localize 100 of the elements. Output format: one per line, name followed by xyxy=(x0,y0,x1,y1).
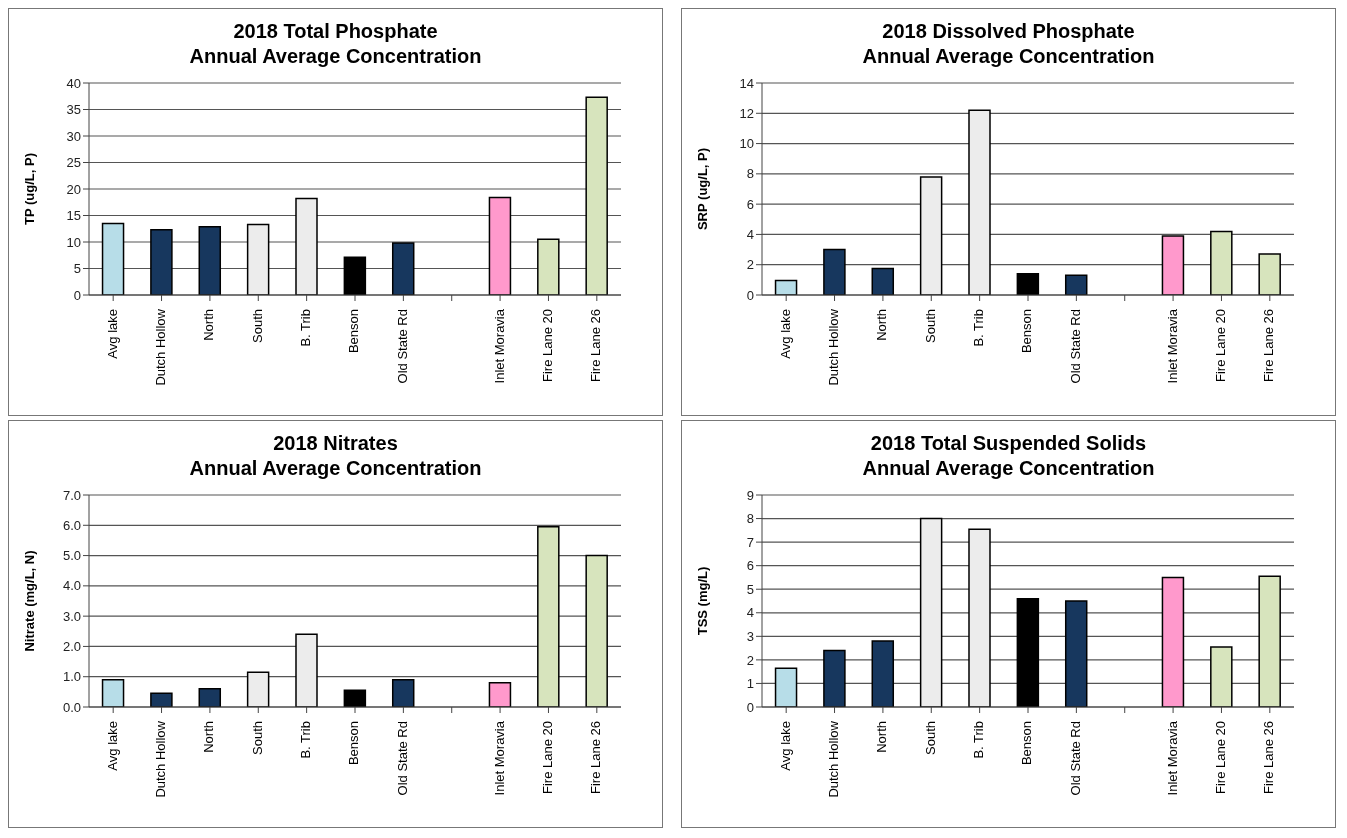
chart-title: 2018 Nitrates xyxy=(272,431,399,456)
x-tick-label: Old State Rd xyxy=(394,309,410,384)
bar xyxy=(968,109,991,295)
x-tick-label: Fire Lane 26 xyxy=(588,309,604,382)
x-tick-label: South xyxy=(249,721,265,755)
bar xyxy=(295,197,318,295)
chart-title: 2018 Dissolved Phosphate xyxy=(881,19,1136,44)
y-tick-label: 0 xyxy=(746,699,754,715)
bar xyxy=(150,229,173,295)
bar xyxy=(246,671,270,707)
y-tick-label: 0 xyxy=(746,287,754,303)
x-tick-label: B. Trib xyxy=(971,309,987,347)
x-tick-label: Avg lake xyxy=(104,721,120,771)
y-tick-label: 7.0 xyxy=(62,487,81,503)
chart-subtitle: Annual Average Concentration xyxy=(861,44,1156,69)
y-tick-label: 5 xyxy=(746,581,754,597)
bar xyxy=(919,176,943,295)
x-tick-label: Old State Rd xyxy=(1067,309,1083,384)
x-tick-label: Old State Rd xyxy=(1067,721,1083,796)
x-tick-label: Benson xyxy=(1019,721,1035,766)
x-tick-label: Inlet Moravia xyxy=(491,308,507,384)
y-tick-label: 10 xyxy=(739,136,754,152)
y-tick-label: 15 xyxy=(66,208,81,224)
y-tick-label: 35 xyxy=(66,102,81,118)
y-tick-label: 12 xyxy=(739,105,754,121)
x-tick-label: Dutch Hollow xyxy=(152,720,168,798)
x-tick-label: North xyxy=(874,721,890,753)
y-tick-label: 8 xyxy=(746,166,754,182)
bar xyxy=(391,242,415,295)
x-tick-label: North xyxy=(201,309,217,341)
y-tick-label: 0 xyxy=(73,287,81,303)
x-tick-label: Avg lake xyxy=(777,309,793,359)
x-tick-label: Fire Lane 26 xyxy=(1261,721,1277,794)
x-tick-label: North xyxy=(201,721,217,753)
x-tick-label: Fire Lane 20 xyxy=(539,721,555,794)
x-tick-label: B. Trib xyxy=(298,309,314,347)
x-tick-label: South xyxy=(922,721,938,755)
x-tick-label: Dutch Hollow xyxy=(825,720,841,798)
y-tick-label: 1.0 xyxy=(62,669,81,685)
x-tick-label: Dutch Hollow xyxy=(825,308,841,386)
bar xyxy=(774,667,798,707)
bar xyxy=(198,688,222,707)
x-tick-label: B. Trib xyxy=(971,721,987,759)
chart-title: 2018 Total Suspended Solids xyxy=(869,431,1148,456)
bar xyxy=(1210,230,1233,295)
y-tick-label: 4 xyxy=(746,227,754,243)
y-tick-label: 6 xyxy=(746,558,754,574)
bar xyxy=(871,640,895,707)
x-tick-label: Fire Lane 20 xyxy=(539,309,555,382)
y-tick-label: 20 xyxy=(66,181,81,197)
bar xyxy=(246,223,270,295)
x-tick-label: Fire Lane 26 xyxy=(588,721,604,794)
y-tick-label: 0.0 xyxy=(62,699,81,715)
x-tick-label: Benson xyxy=(346,309,362,354)
y-tick-label: 25 xyxy=(66,155,81,171)
x-tick-label: Benson xyxy=(1019,309,1035,354)
y-axis-title: Nitrate (mg/L, N) xyxy=(21,550,37,652)
y-tick-label: 10 xyxy=(66,234,81,250)
x-tick-label: Fire Lane 20 xyxy=(1212,309,1228,382)
bar xyxy=(488,196,512,295)
y-tick-label: 14 xyxy=(739,75,754,91)
y-axis-title: TSS (mg/L) xyxy=(694,566,710,636)
y-tick-label: 3 xyxy=(746,628,754,644)
bar xyxy=(343,689,367,707)
bar xyxy=(1064,274,1088,295)
bar xyxy=(774,279,798,295)
y-tick-label: 2.0 xyxy=(62,639,81,655)
bar xyxy=(823,248,846,295)
x-tick-label: Inlet Moravia xyxy=(1164,308,1180,384)
chart-subtitle: Annual Average Concentration xyxy=(188,456,483,481)
y-tick-label: 8 xyxy=(746,511,754,527)
bar xyxy=(537,526,560,707)
bar xyxy=(871,267,895,295)
x-tick-label: B. Trib xyxy=(298,721,314,759)
chart-subtitle: Annual Average Concentration xyxy=(188,44,483,69)
bar xyxy=(295,633,318,707)
bar xyxy=(1064,600,1088,707)
x-tick-label: Fire Lane 26 xyxy=(1261,309,1277,382)
bar xyxy=(198,225,222,295)
y-tick-label: 4.0 xyxy=(62,578,81,594)
chart-title: 2018 Total Phosphate xyxy=(232,19,439,44)
bar xyxy=(391,678,415,707)
x-tick-label: Dutch Hollow xyxy=(152,308,168,386)
x-tick-label: Avg lake xyxy=(777,721,793,771)
x-tick-label: South xyxy=(922,309,938,343)
y-tick-label: 5.0 xyxy=(62,548,81,564)
bar xyxy=(1016,273,1040,295)
bar xyxy=(585,96,608,295)
y-axis-title: TP (ug/L, P) xyxy=(21,153,37,225)
y-tick-label: 5 xyxy=(73,261,81,277)
y-tick-label: 6.0 xyxy=(62,517,81,533)
bar xyxy=(150,692,173,707)
bar xyxy=(968,528,991,707)
chart-subtitle: Annual Average Concentration xyxy=(861,456,1156,481)
y-tick-label: 2 xyxy=(746,257,754,273)
x-tick-label: Fire Lane 20 xyxy=(1212,721,1228,794)
y-tick-label: 3.0 xyxy=(62,608,81,624)
x-tick-label: Inlet Moravia xyxy=(491,720,507,796)
x-tick-label: Old State Rd xyxy=(394,721,410,796)
x-tick-label: Benson xyxy=(346,721,362,766)
